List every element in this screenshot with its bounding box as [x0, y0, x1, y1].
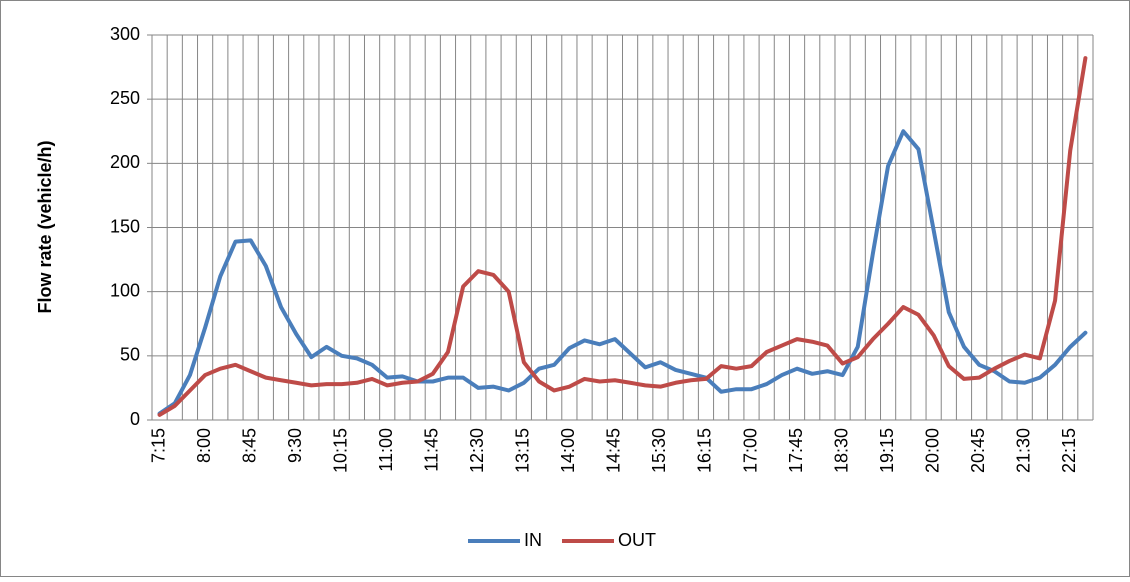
y-tick-label: 250 — [110, 88, 140, 108]
x-tick-label: 20:45 — [968, 428, 988, 473]
x-tick-label: 17:00 — [740, 428, 760, 473]
y-tick-label: 0 — [130, 409, 140, 429]
series-line — [157, 129, 1088, 416]
x-tick-label: 13:15 — [513, 428, 533, 473]
y-tick-label: 50 — [120, 345, 140, 365]
x-tick-label: 16:15 — [695, 428, 715, 473]
x-tick-label: 15:30 — [649, 428, 669, 473]
x-tick-label: 14:45 — [604, 428, 624, 473]
y-tick-label: 300 — [110, 24, 140, 44]
x-tick-label: 22:15 — [1059, 428, 1079, 473]
x-tick-label: 8:45 — [239, 428, 259, 463]
legend-label: IN — [524, 530, 542, 550]
series-line — [157, 56, 1088, 417]
x-tick-label: 21:30 — [1013, 428, 1033, 473]
x-tick-label: 8:00 — [194, 428, 214, 463]
y-tick-label: 150 — [110, 216, 140, 236]
x-tick-label: 17:45 — [786, 428, 806, 473]
x-tick-label: 11:45 — [422, 428, 442, 472]
x-tick-label: 10:15 — [330, 428, 350, 473]
x-tick-label: 20:00 — [922, 428, 942, 473]
x-tick-label: 14:00 — [558, 428, 578, 473]
x-tick-label: 18:30 — [831, 428, 851, 473]
x-tick-label: 7:15 — [148, 428, 168, 463]
x-tick-label: 12:30 — [467, 428, 487, 473]
x-tick-label: 9:30 — [285, 428, 305, 463]
x-tick-label: 11:00 — [376, 428, 396, 472]
y-tick-label: 100 — [110, 280, 140, 300]
y-axis-title: Flow rate (vehicle/h) — [35, 140, 55, 313]
legend-label: OUT — [618, 530, 656, 550]
x-tick-label: 19:15 — [877, 428, 897, 473]
y-tick-label: 200 — [110, 152, 140, 172]
